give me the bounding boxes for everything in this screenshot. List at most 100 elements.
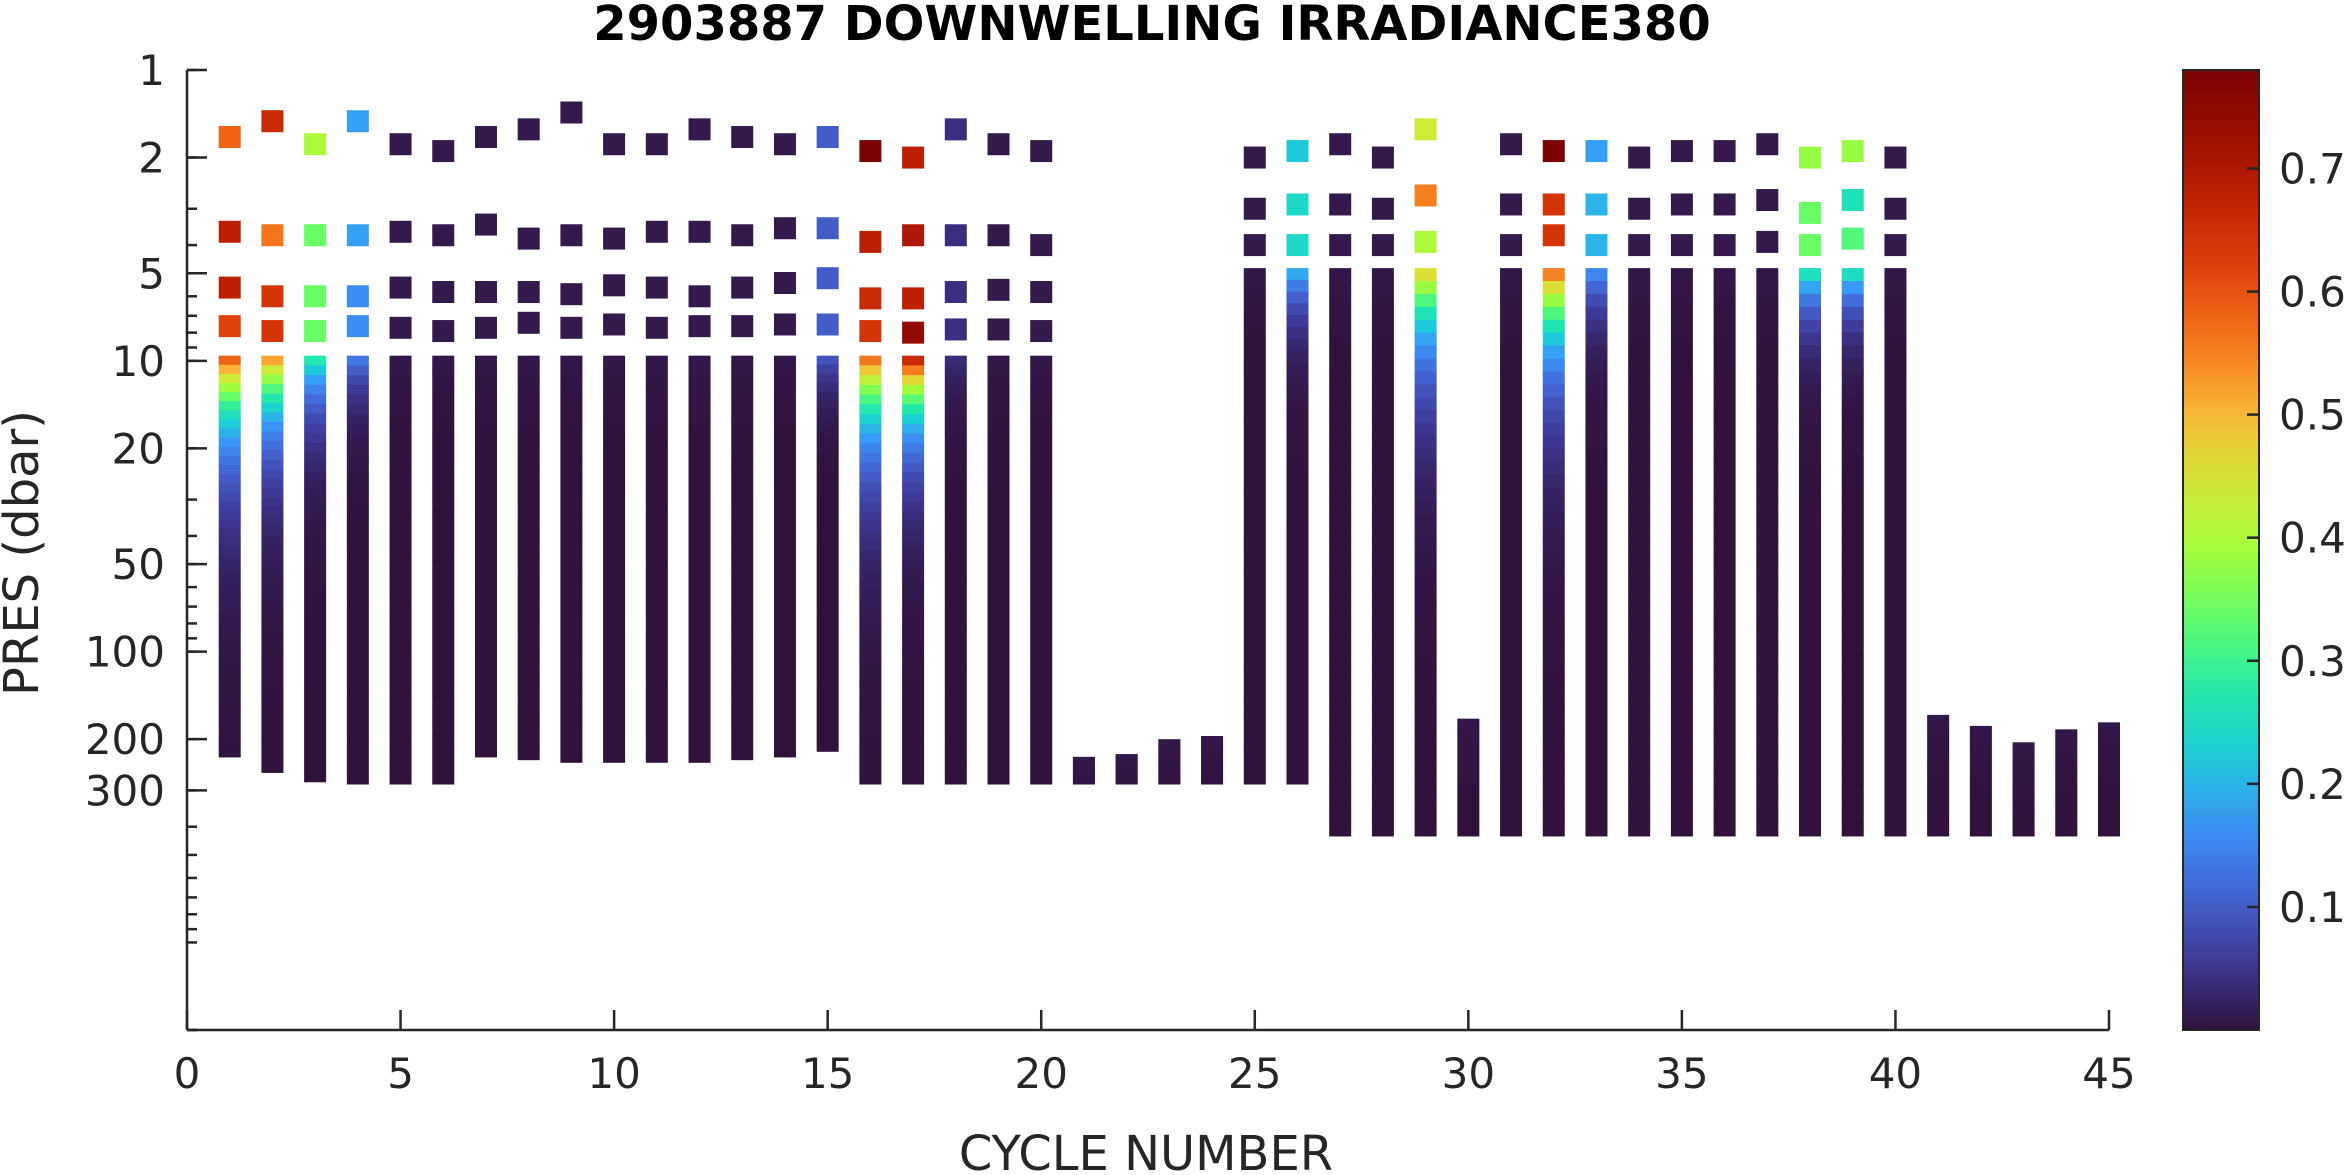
data-marker xyxy=(603,274,626,297)
data-cell xyxy=(1799,758,1822,772)
data-cell xyxy=(688,605,711,615)
data-cell xyxy=(218,610,241,621)
data-cell xyxy=(645,632,668,643)
data-cell xyxy=(1799,551,1822,566)
data-cell xyxy=(1457,755,1480,760)
data-cell xyxy=(1158,764,1181,767)
data-cell xyxy=(389,647,412,658)
data-cell xyxy=(2012,763,2035,767)
data-cell xyxy=(1072,768,1095,770)
data-cell xyxy=(432,657,455,668)
data-cell xyxy=(1201,745,1224,748)
data-cell xyxy=(2055,751,2078,755)
data-cell xyxy=(304,462,327,473)
data-cell xyxy=(1884,448,1907,463)
data-cell xyxy=(2098,740,2120,744)
data-cell xyxy=(1670,281,1693,295)
data-cell xyxy=(1969,763,1992,767)
data-cell xyxy=(304,588,327,599)
data-cell xyxy=(389,618,412,629)
data-cell xyxy=(346,501,369,512)
data-cell xyxy=(2055,753,2078,757)
data-cell xyxy=(816,436,839,447)
data-cell xyxy=(1414,306,1437,321)
data-cell xyxy=(1884,551,1907,566)
data-cell xyxy=(1713,771,1736,785)
data-cell xyxy=(1713,629,1736,643)
data-cell xyxy=(2012,782,2035,786)
data-cell xyxy=(1628,461,1651,476)
data-cell xyxy=(1799,371,1822,385)
data-cell xyxy=(389,589,412,600)
data-cell xyxy=(1030,384,1053,396)
data-cell xyxy=(1713,448,1736,463)
data-cell xyxy=(902,657,925,668)
data-cell xyxy=(1542,706,1565,721)
data-cell xyxy=(1286,572,1309,586)
data-cell xyxy=(474,683,497,694)
data-cell xyxy=(304,568,327,579)
data-cell xyxy=(304,646,327,657)
data-cell xyxy=(1585,655,1608,669)
data-cell xyxy=(603,595,626,606)
data-cell xyxy=(1414,513,1437,527)
data-cell xyxy=(1841,293,1864,308)
data-cell xyxy=(560,577,583,588)
data-cell xyxy=(731,612,754,623)
data-cell xyxy=(773,592,796,603)
data-cell xyxy=(1115,778,1138,780)
data-cell xyxy=(944,676,967,688)
data-cell xyxy=(603,438,626,449)
data-cell xyxy=(731,429,754,439)
data-cell xyxy=(1286,467,1309,480)
data-cell xyxy=(645,540,668,551)
data-cell xyxy=(261,554,284,565)
data-cell xyxy=(218,547,241,557)
data-cell xyxy=(1414,461,1437,476)
data-cell xyxy=(944,637,967,649)
data-cell xyxy=(902,394,925,405)
data-cell xyxy=(1713,487,1736,501)
data-cell xyxy=(1756,706,1779,721)
data-cell xyxy=(432,628,455,639)
data-cell xyxy=(1371,745,1394,760)
x-tick-label: 35 xyxy=(1655,1049,1708,1098)
data-cell xyxy=(1628,668,1651,682)
data-cell xyxy=(346,540,369,551)
data-cell xyxy=(2012,776,2035,780)
data-cell xyxy=(773,711,796,721)
data-cell xyxy=(1457,809,1480,813)
data-cell xyxy=(1030,404,1053,415)
data-marker xyxy=(1628,146,1651,169)
data-cell xyxy=(261,696,284,707)
data-cell xyxy=(645,614,668,625)
data-cell xyxy=(1756,306,1779,321)
data-cell xyxy=(1243,643,1266,656)
data-cell xyxy=(1969,788,1992,792)
data-cell xyxy=(773,492,796,503)
profile-cycle-9 xyxy=(560,101,583,763)
data-cell xyxy=(1713,668,1736,682)
data-cell xyxy=(474,574,497,585)
data-marker xyxy=(987,133,1010,156)
data-cell xyxy=(1030,375,1053,386)
data-cell xyxy=(1500,384,1523,398)
data-cell xyxy=(1799,448,1822,463)
data-cell xyxy=(1115,775,1138,778)
data-cell xyxy=(1713,397,1736,411)
data-cell xyxy=(432,404,455,415)
data-cell xyxy=(816,706,839,716)
data-cell xyxy=(560,688,583,699)
data-cell xyxy=(859,667,882,678)
data-cell xyxy=(432,667,455,678)
data-cell xyxy=(389,628,412,639)
data-cell xyxy=(1628,771,1651,785)
data-cell xyxy=(1799,564,1822,579)
data-cell xyxy=(346,404,369,415)
data-cell xyxy=(603,660,626,671)
data-cell xyxy=(432,676,455,688)
data-cell xyxy=(1072,761,1095,763)
data-cell xyxy=(474,455,497,466)
data-cell xyxy=(1841,332,1864,347)
data-cell xyxy=(1329,358,1352,372)
